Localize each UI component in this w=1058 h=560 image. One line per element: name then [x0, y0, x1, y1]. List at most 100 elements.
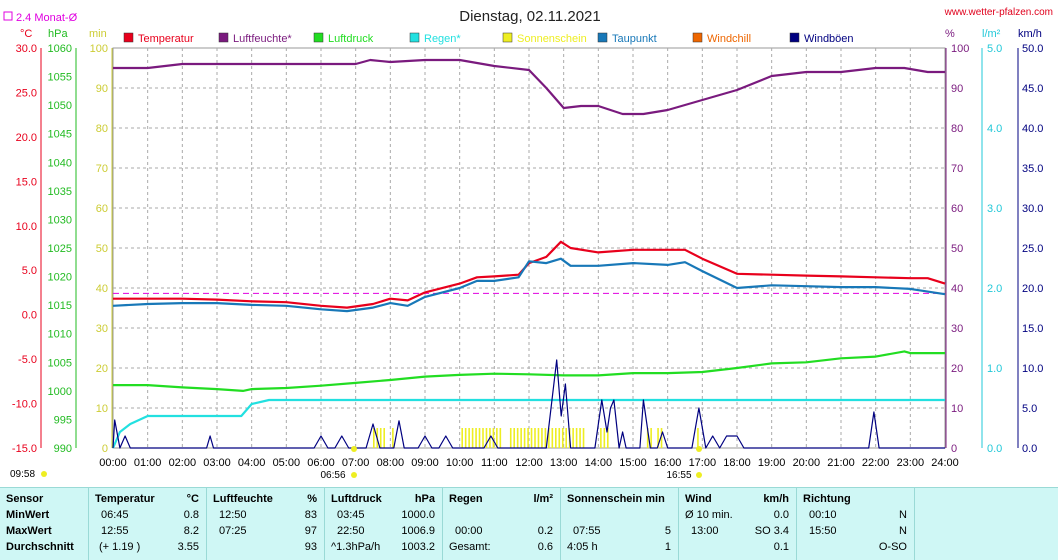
sunshine-bar	[520, 428, 522, 448]
pressure-axis-tick: 1055	[48, 72, 72, 84]
stats-header-temp-unit: °C	[186, 493, 199, 505]
stats-col-humidity: Luftfeuchte % 12:50 83 07:25 97 93	[206, 488, 325, 560]
sunset-icon	[696, 472, 702, 478]
humidity-axis-tick: 90	[951, 83, 963, 95]
unit-humidity: %	[945, 28, 955, 40]
minutes-axis-tick: 60	[96, 203, 108, 215]
stats-avg-temp-trend: (+ 1.19 )	[99, 541, 141, 553]
stats-max-rain-val: 0.2	[537, 525, 553, 537]
stats-max-wind-time: 13:00	[691, 525, 719, 537]
sunshine-bar	[475, 428, 477, 448]
stats-max-dir-time: 15:50	[809, 525, 837, 537]
legend-swatch-0	[123, 32, 134, 43]
minutes-axis-tick: 30	[96, 323, 108, 335]
sunshine-bar	[582, 428, 585, 448]
time-tick: 24:00	[931, 457, 959, 469]
pressure-axis-tick: 990	[54, 443, 72, 455]
rain-axis-tick: 1.0	[987, 363, 1002, 375]
rain-axis-tick: 2.0	[987, 283, 1002, 295]
stats-min-press-time: 03:45	[337, 509, 365, 521]
sunshine-bar	[537, 428, 540, 448]
chart-series	[111, 58, 946, 449]
sunshine-bar	[572, 428, 574, 448]
stats-header-wind-unit: km/h	[763, 493, 789, 505]
stats-avg-wind-val: 0.1	[773, 541, 789, 553]
time-tick: 07:00	[342, 457, 370, 469]
time-tick: 21:00	[827, 457, 855, 469]
temp-axis-tick: 0.0	[22, 310, 37, 322]
wind-axis-tick: 35.0	[1022, 163, 1043, 175]
sunshine-bar	[468, 428, 470, 448]
sunshine-bar	[565, 428, 567, 448]
stats-total-rain-label: Gesamt:	[449, 541, 491, 553]
minutes-axis-tick: 10	[96, 403, 108, 415]
stats-table: Sensor MinWert MaxWert Durchschnitt Temp…	[0, 487, 1058, 560]
time-tick: 00:00	[99, 457, 127, 469]
stats-row-max-label: MaxWert	[6, 525, 52, 537]
sunshine-bar	[379, 428, 382, 448]
stats-header-sensor: Sensor	[6, 493, 44, 505]
humidity-axis-tick: 100	[951, 43, 969, 55]
sunshine-bar	[541, 428, 543, 448]
website-link[interactable]: www.wetter-pfalzen.com	[944, 7, 1053, 18]
rain-axis-tick: 4.0	[987, 123, 1002, 135]
temp-axis-tick: 10.0	[16, 221, 37, 233]
stats-row-min-label: MinWert	[6, 509, 50, 521]
stats-avg-dir-val: O-SO	[878, 541, 907, 553]
stats-col-empty	[914, 488, 1058, 560]
unit-minutes: min	[89, 28, 107, 40]
sunshine-bar	[464, 428, 467, 448]
humidity-axis-tick: 40	[951, 283, 963, 295]
sunshine-bar	[530, 428, 533, 448]
chart-title: Dienstag, 02.11.2021	[459, 8, 601, 25]
stats-max-temp-time: 12:55	[101, 525, 129, 537]
time-tick: 08:00	[377, 457, 405, 469]
wind-axis-tick: 45.0	[1022, 83, 1043, 95]
minutes-axis-tick: 0	[102, 443, 108, 455]
pressure-axis-tick: 1030	[48, 214, 72, 226]
minutes-axis-tick: 100	[90, 43, 108, 55]
temp-axis-tick: 30.0	[16, 43, 37, 55]
time-tick: 11:00	[481, 457, 508, 469]
stats-max-hum-time: 07:25	[219, 525, 247, 537]
wind-axis-tick: 30.0	[1022, 203, 1043, 215]
time-tick: 12:00	[515, 457, 543, 469]
stats-max-press-time: 22:50	[337, 525, 365, 537]
stats-col-sunshine: Sonnenschein min 07:55 5 4:05 h 1	[560, 488, 679, 560]
stats-min-temp-val: 0.8	[183, 509, 199, 521]
series-line-luftfeuchte	[113, 58, 945, 116]
sunshine-bar	[660, 428, 663, 448]
time-tick: 13:00	[550, 457, 578, 469]
wind-axis-tick: 50.0	[1022, 43, 1043, 55]
stats-min-press-val: 1000.0	[401, 509, 435, 521]
stats-header-wind: Wind	[685, 493, 712, 505]
unit-temp: °C	[20, 28, 32, 40]
stats-header-rain-unit: l/m²	[533, 493, 553, 505]
pressure-axis-tick: 1005	[48, 357, 72, 369]
time-tick: 18:00	[723, 457, 751, 469]
sunshine-bar	[496, 428, 498, 448]
stats-avg-temp-val: 3.55	[177, 541, 199, 553]
legend-swatch-2	[313, 32, 324, 43]
pressure-axis-tick: 1000	[48, 386, 72, 398]
stats-min-wind-val: 0.0	[773, 509, 789, 521]
sunshine-bar	[513, 428, 515, 448]
series-line-taupunkt	[112, 257, 946, 313]
series-line-luftdruck	[113, 350, 945, 392]
stats-max-sun-val: 5	[664, 525, 671, 537]
pressure-axis-tick: 1020	[48, 272, 72, 284]
rain-axis-tick: 3.0	[987, 203, 1002, 215]
humidity-axis-tick: 30	[951, 323, 963, 335]
sunshine-bar	[657, 428, 659, 448]
weather-chart: Dienstag, 02.11.2021 www.wetter-pfalzen.…	[3, 7, 1053, 481]
time-tick: 22:00	[862, 457, 890, 469]
legend-swatch-4	[502, 32, 513, 43]
sunshine-bar	[516, 428, 519, 448]
pressure-axis-tick: 1035	[48, 186, 72, 198]
sunshine-bar	[509, 428, 512, 448]
pressure-axis-tick: 1010	[48, 329, 72, 341]
time-tick: 04:00	[238, 457, 266, 469]
legend-label-3: Regen*	[424, 33, 461, 45]
updated-sun-icon	[41, 471, 47, 477]
legend-swatch-3	[409, 32, 420, 43]
